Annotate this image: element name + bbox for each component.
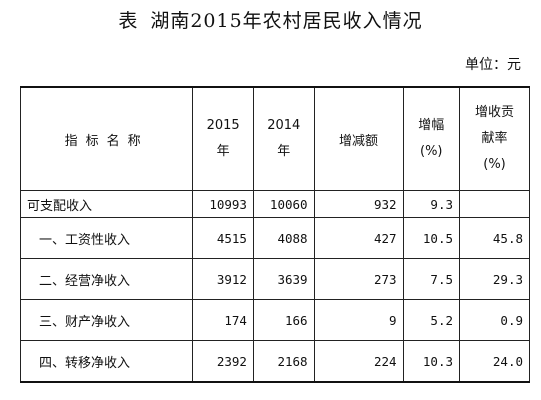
row-name: 四、转移净收入 [19,340,194,383]
cell-contrib: 29.3 [459,258,530,300]
header-2014-year: 2014 [267,118,301,133]
cell-increase: 273 [313,258,404,300]
header-contrib-line1: 增收贡 [474,105,514,120]
row-name: 一、工资性收入 [19,217,194,259]
title-lead: 表 [118,10,139,32]
header-contrib-unit: (%) [483,157,506,172]
cell-rate: 10.5 [402,217,461,259]
header-2015-unit: 年 [216,144,230,159]
header-rate-label: 增幅 [418,118,445,133]
cell-contrib: 45.8 [459,217,530,259]
cell-2015: 174 [192,299,254,341]
cell-2015: 3912 [192,258,254,300]
cell-2014: 10060 [252,190,315,218]
header-rate-unit: (%) [420,144,443,159]
header-2015-year: 2015 [206,118,240,133]
unit-label: 单位：元 [465,57,521,73]
cell-increase: 427 [313,217,404,259]
cell-2015: 2392 [192,340,254,383]
row-name: 三、财产净收入 [19,299,194,341]
cell-increase: 9 [313,299,404,341]
cell-increase: 224 [313,340,404,383]
cell-2014: 3639 [252,258,315,300]
cell-contrib [459,190,530,218]
table-row: 四、转移净收入 2392 2168 224 10.3 24.0 [19,340,530,383]
table-row: 一、工资性收入 4515 4088 427 10.5 45.8 [19,217,530,259]
header-2014: 2014 年 [252,86,315,191]
header-2015: 2015 年 [192,86,254,191]
header-contrib: 增收贡 献率 (%) [459,86,530,191]
cell-increase: 932 [313,190,404,218]
cell-2015: 10993 [192,190,254,218]
cell-2015: 4515 [192,217,254,259]
cell-rate: 9.3 [402,190,461,218]
cell-rate: 7.5 [402,258,461,300]
header-name-label: 指标名称 [64,133,149,149]
cell-contrib: 0.9 [459,299,530,341]
cell-contrib: 24.0 [459,340,530,383]
header-increase: 增减额 [313,86,404,191]
header-2014-unit: 年 [277,144,291,159]
table-header-row: 指标名称 2015 年 2014 年 增减额 增幅 (%) 增收贡 [19,86,530,191]
cell-2014: 4088 [252,217,315,259]
header-increase-label: 增减额 [339,133,379,149]
page-title: 表湖南2015年农村居民收入情况 [0,6,541,33]
row-name: 二、经营净收入 [19,258,194,300]
income-table: 指标名称 2015 年 2014 年 增减额 增幅 (%) 增收贡 [19,86,530,383]
table-row: 可支配收入 10993 10060 932 9.3 [19,190,530,218]
header-contrib-line2: 献率 [481,131,508,146]
title-main: 湖南2015年农村居民收入情况 [150,10,423,32]
cell-2014: 2168 [252,340,315,383]
cell-rate: 10.3 [402,340,461,383]
cell-rate: 5.2 [402,299,461,341]
cell-2014: 166 [252,299,315,341]
header-rate: 增幅 (%) [402,86,461,191]
table-row: 三、财产净收入 174 166 9 5.2 0.9 [19,299,530,341]
table-row: 二、经营净收入 3912 3639 273 7.5 29.3 [19,258,530,300]
row-name: 可支配收入 [19,190,194,218]
header-name: 指标名称 [19,86,194,191]
